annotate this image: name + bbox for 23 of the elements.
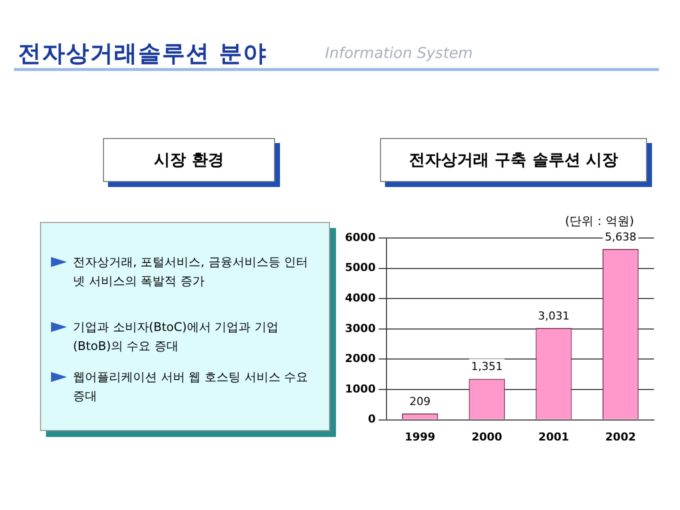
data-label: 1,351 [471,360,503,374]
x-tick-label: 1999 [404,430,436,444]
data-label: 5,638 [604,230,636,244]
text: 시장 환경 [103,138,275,182]
x-tick-label: 2000 [472,430,503,444]
y-tick-label: 1000 [344,382,376,396]
text: 웹어플리케이션 서버 웹 호스팅 서비스 수요 증대 [73,370,308,403]
data-label: 209 [410,394,431,408]
y-tick-label: 4000 [344,291,376,304]
text: Information System [325,44,473,62]
y-tick-label: 2000 [344,352,376,366]
text: 전자상거래, 포털서비스, 금융서비스등 인터넷 서비스의 폭발적 증가 [73,255,308,288]
text: 전자상거래솔루션 분야 [18,40,268,69]
y-tick-label: 3000 [344,322,376,335]
text: 기업과 소비자(BtoC)에서 기업과 기업(BtoB)의 수요 증대 [73,320,278,353]
y-tick-label: 6000 [344,230,376,244]
y-tick-label: 5000 [344,261,376,274]
data-label: 3,031 [538,309,570,322]
y-axis-title: (단위 : 억원) [565,213,634,230]
chart-title: 전자상거래 구축 솔루션 시장 [380,138,647,182]
x-tick-label: 2001 [538,430,570,444]
x-tick-label: 2002 [605,430,636,444]
y-tick-label: 0 [368,412,376,426]
